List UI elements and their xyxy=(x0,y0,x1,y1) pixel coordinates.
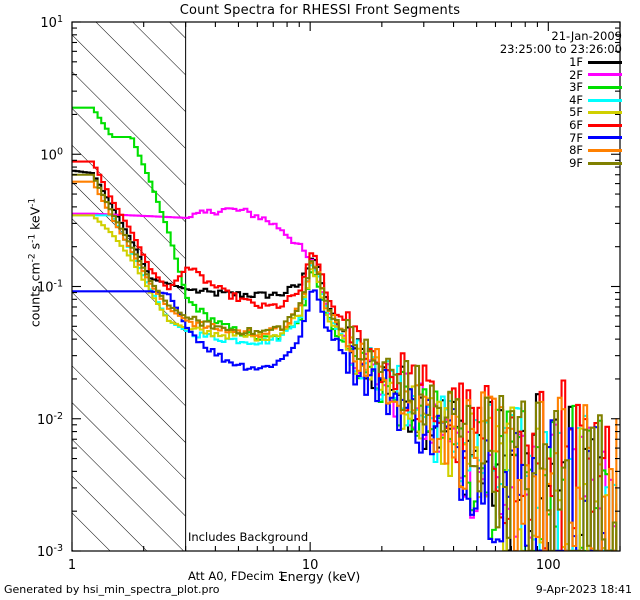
legend-item-2F: 2F xyxy=(500,67,622,82)
legend-color-swatch xyxy=(588,148,622,152)
legend-item-4F: 4F xyxy=(500,94,622,107)
plot-annotation: Includes Background Att A0, FDecim 1 xyxy=(188,505,308,596)
legend: 21-Jan-2009 23:25:00 to 23:26:00 1F 2F 3F 4… xyxy=(500,30,622,169)
legend-color-swatch xyxy=(588,136,622,140)
legend-color-swatch xyxy=(588,123,622,127)
series-8F xyxy=(72,180,618,551)
y-tick-label: 101 xyxy=(40,14,63,31)
legend-entries: 1F 2F 3F 4F 5F 6F 7F 8F 9F xyxy=(500,56,622,169)
data-series-layer xyxy=(72,106,618,551)
y-tick-label: 10-2 xyxy=(37,411,63,428)
legend-date-header: 21-Jan-2009 23:25:00 to 23:26:00 xyxy=(499,29,622,56)
legend-label: 9F xyxy=(569,155,583,170)
excluded-energy-hatch xyxy=(71,21,187,552)
axes-layer xyxy=(71,21,621,552)
legend-color-swatch xyxy=(588,161,622,165)
legend-item-3F: 3F xyxy=(500,81,622,94)
legend-label: 7F xyxy=(569,130,583,145)
legend-label: 6F xyxy=(569,117,583,132)
legend-label: 2F xyxy=(569,67,583,82)
series-9F xyxy=(72,173,618,551)
legend-item-9F: 9F xyxy=(500,157,622,170)
footer-generator: Generated by hsi_min_spectra_plot.pro xyxy=(4,583,220,596)
x-tick-label: 1 xyxy=(68,558,76,573)
legend-color-swatch xyxy=(588,60,622,64)
legend-label: 5F xyxy=(569,105,583,120)
plot-frame xyxy=(71,21,621,552)
legend-item-8F: 8F xyxy=(500,144,622,157)
x-tick-label: 10 xyxy=(302,558,319,573)
y-tick-label: 10-1 xyxy=(37,279,63,296)
y-tick-label: 100 xyxy=(40,146,63,163)
legend-color-swatch xyxy=(588,73,622,77)
legend-item-6F: 6F xyxy=(500,119,622,132)
legend-item-5F: 5F xyxy=(500,106,622,119)
legend-color-swatch xyxy=(588,85,622,89)
footer-timestamp: 9-Apr-2023 18:41 xyxy=(535,583,632,596)
legend-label: 4F xyxy=(569,92,583,107)
legend-color-swatch xyxy=(588,111,622,115)
legend-item-7F: 7F xyxy=(500,130,622,145)
series-7F xyxy=(72,289,617,551)
legend-label: 1F xyxy=(569,55,583,69)
y-tick-labels: 101 100 10-1 10-2 10-3 xyxy=(37,14,63,560)
legend-label: 3F xyxy=(569,80,583,95)
x-tick-label: 100 xyxy=(536,558,561,573)
x-axis-label: Energy (keV) xyxy=(279,569,361,584)
annotation-line-2: Att A0, FDecim 1 xyxy=(188,569,286,583)
y-axis-label: counts cm-2 s-1 keV-1 xyxy=(27,197,43,328)
annotation-line-1: Includes Background xyxy=(188,530,309,544)
legend-item-1F: 1F xyxy=(500,56,622,69)
page-title: Count Spectra for RHESSI Front Segments xyxy=(179,3,461,18)
y-tick-label: 10-3 xyxy=(37,543,63,560)
x-tick-labels: 1 10 100 xyxy=(68,558,561,573)
legend-label: 8F xyxy=(569,143,583,158)
legend-color-swatch xyxy=(588,98,622,102)
